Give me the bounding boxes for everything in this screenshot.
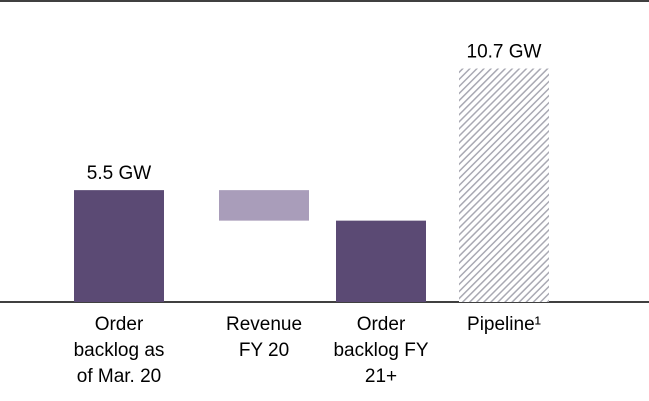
- x-tick-label: backlog FY: [333, 340, 428, 361]
- x-tick-label: of Mar. 20: [77, 366, 162, 387]
- x-tick-label: Order: [95, 314, 144, 335]
- value-label: 5.5 GW: [87, 163, 151, 184]
- bar: [336, 220, 426, 302]
- value-label: 10.7 GW: [467, 42, 542, 63]
- x-tick-label: Order: [357, 314, 406, 335]
- bar: [219, 190, 309, 221]
- x-tick-label: backlog as: [74, 340, 165, 361]
- x-tick-label: Pipeline¹: [467, 314, 541, 335]
- bar: [74, 190, 164, 302]
- x-tick-label: 21+: [365, 366, 397, 387]
- x-tick-label: FY 20: [239, 340, 289, 361]
- x-tick-label: Revenue: [226, 314, 302, 335]
- bar: [459, 68, 549, 302]
